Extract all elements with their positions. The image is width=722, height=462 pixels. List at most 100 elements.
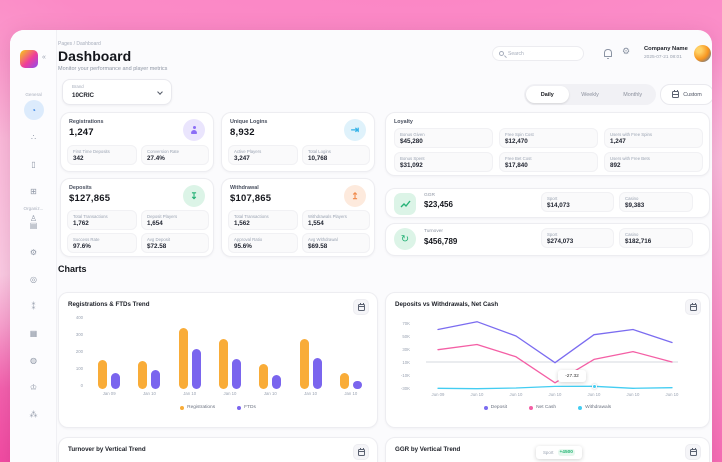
custom-range-button[interactable]: Custom — [660, 84, 712, 105]
stat-box: Total Transactions 1,762 — [67, 210, 137, 230]
stat-box: Casino $9,383 — [619, 192, 693, 212]
chart-calendar-button[interactable] — [353, 444, 369, 460]
stat-label: Sport — [547, 231, 558, 237]
deposits-card: Deposits $127,865 ↧ Total Transactions 1… — [60, 178, 214, 257]
withdraw-arrow-icon: ↥ — [344, 185, 366, 207]
notifications-bell-icon[interactable] — [604, 49, 612, 60]
sidebar-section-organization: Organiz... — [23, 206, 44, 211]
stat-value: 1,654 — [147, 219, 163, 227]
x-tick: Jan 10 — [183, 391, 197, 396]
x-tick: Jan 10 — [263, 391, 277, 396]
stat-label: Conversion Rate — [147, 148, 180, 154]
y-tick: -30K — [400, 385, 410, 391]
card-value: 8,932 — [230, 127, 255, 138]
sidebar-item-analytics[interactable]: ∴ — [30, 132, 37, 142]
card-value: $127,865 — [69, 193, 111, 204]
line-chart-icon — [394, 193, 416, 215]
sidebar-item-wallet[interactable]: ▤ — [29, 220, 38, 230]
settings-gear-icon[interactable]: ⚙ — [622, 46, 631, 56]
bar-ftds — [191, 349, 201, 389]
stat-label: Sport — [547, 195, 558, 201]
chart-title: Registrations & FTDs Trend — [68, 301, 150, 308]
app-logo — [20, 50, 38, 68]
app-window: « General ◔ ∴ ▯ ⊞ ♙ Organiz... ▤ ⚙ ◎ ⁑ ▦ ◍ ♔ ⁂ Page… — [10, 30, 712, 462]
turnover-card: ↻ Turnover $456,789 Sport $274,073 Casin… — [385, 223, 710, 256]
tooltip-label: Sport — [543, 450, 554, 455]
y-tick: 50K — [402, 333, 410, 339]
bar-registrations — [219, 338, 228, 389]
sidebar-item-devices[interactable]: ▯ — [31, 159, 36, 169]
sidebar-item-apps[interactable]: ⊞ — [30, 186, 37, 196]
card-title: Withdrawal — [230, 185, 259, 191]
search-icon — [499, 51, 504, 56]
stat-label: Deposit Players — [147, 213, 178, 219]
y-tick: 10K — [402, 359, 410, 365]
tooltip-value: +4500 — [557, 449, 575, 456]
company-name: Company Name — [644, 46, 688, 52]
chart-title: Turnover by Vertical Trend — [68, 446, 146, 453]
stat-label: Avg Withdrawal — [308, 236, 338, 242]
y-tick: 200 — [75, 348, 83, 354]
withdrawal-card: Withdrawal $107,865 ↥ Total Transactions… — [221, 178, 375, 257]
sidebar-item-profile[interactable]: ♙ — [29, 213, 38, 223]
stat-label: Avg Deposit — [147, 236, 171, 242]
stat-label: Approval Ratio — [234, 236, 263, 242]
sidebar-item-teams[interactable]: ⁂ — [29, 409, 38, 419]
bar-registrations — [339, 372, 349, 389]
legend-item: FTDs — [237, 405, 256, 410]
sidebar-item-preferences[interactable]: ◎ — [30, 274, 37, 284]
search-input[interactable] — [508, 50, 577, 57]
datetime-label: 2025-07-21 08:01 — [644, 55, 682, 60]
refresh-cycle-icon: ↻ — [394, 228, 416, 250]
sidebar-collapse-icon[interactable]: « — [42, 54, 46, 61]
stat-value: $45,280 — [400, 137, 423, 145]
sidebar-item-calendar[interactable]: ▦ — [29, 328, 38, 338]
y-tick: 300 — [75, 331, 83, 337]
line-chart-plot — [426, 321, 678, 390]
registrations-ftds-chart-card: Registrations & FTDs Trend 400 300 200 100 0… — [58, 292, 378, 428]
stat-box: Total Logins 10,768 — [302, 145, 370, 165]
stat-box: Casino $182,716 — [619, 228, 693, 248]
registrations-card: Registrations 1,247 First Time Deposits … — [60, 112, 214, 172]
login-icon: ⇥ — [344, 119, 366, 141]
sidebar-item-domains[interactable]: ◍ — [30, 355, 37, 365]
stat-box: Free Spin Cost $12,470 — [499, 128, 598, 148]
stat-value: $72.58 — [147, 242, 167, 250]
x-tick: Jan 10 — [223, 391, 237, 396]
calendar-icon — [689, 302, 697, 311]
legend-dot — [529, 405, 534, 410]
tab-monthly[interactable]: Monthly — [611, 86, 654, 103]
legend-item: Net Cash — [529, 405, 556, 410]
sidebar-item-settings[interactable]: ⚙ — [29, 247, 38, 257]
stat-label: Casino — [625, 231, 639, 237]
sidebar-item-dashboard[interactable]: ◔ — [23, 100, 44, 120]
stat-value: $14,073 — [547, 201, 570, 209]
sidebar-item-vip[interactable]: ♔ — [29, 382, 38, 392]
legend-label: FTDs — [244, 405, 256, 410]
chart-calendar-button[interactable] — [685, 299, 701, 315]
chart-calendar-button[interactable] — [353, 299, 369, 315]
period-tabs: Daily Weekly Monthly — [524, 84, 656, 105]
sidebar-item-users[interactable]: ⁑ — [31, 301, 36, 311]
stat-box: Sport $274,073 — [541, 228, 614, 248]
tab-daily[interactable]: Daily — [526, 86, 569, 103]
legend-label: Registrations — [187, 405, 216, 410]
stat-value: $31,092 — [400, 161, 423, 169]
y-tick: 30K — [402, 346, 410, 352]
stat-label: Bonus Given — [400, 131, 425, 137]
loyalty-card: Loyalty Bonus Given $45,280 Free Spin Co… — [385, 112, 710, 176]
stat-value: 1,247 — [610, 137, 626, 145]
stat-value: 1,554 — [308, 219, 324, 227]
bar-ftds — [272, 375, 282, 389]
calendar-icon — [689, 447, 697, 456]
stat-label: Free Bet Cost — [505, 155, 532, 161]
user-avatar[interactable] — [694, 45, 711, 62]
stat-box: Users with Free Bets 892 — [604, 152, 703, 172]
chart-calendar-button[interactable] — [685, 444, 701, 460]
brand-select[interactable]: Brand 10CRIC — [62, 79, 172, 105]
tab-weekly[interactable]: Weekly — [569, 86, 612, 103]
card-value: $107,865 — [230, 193, 272, 204]
bar-registrations — [178, 327, 188, 389]
stat-value: $274,073 — [547, 237, 574, 245]
